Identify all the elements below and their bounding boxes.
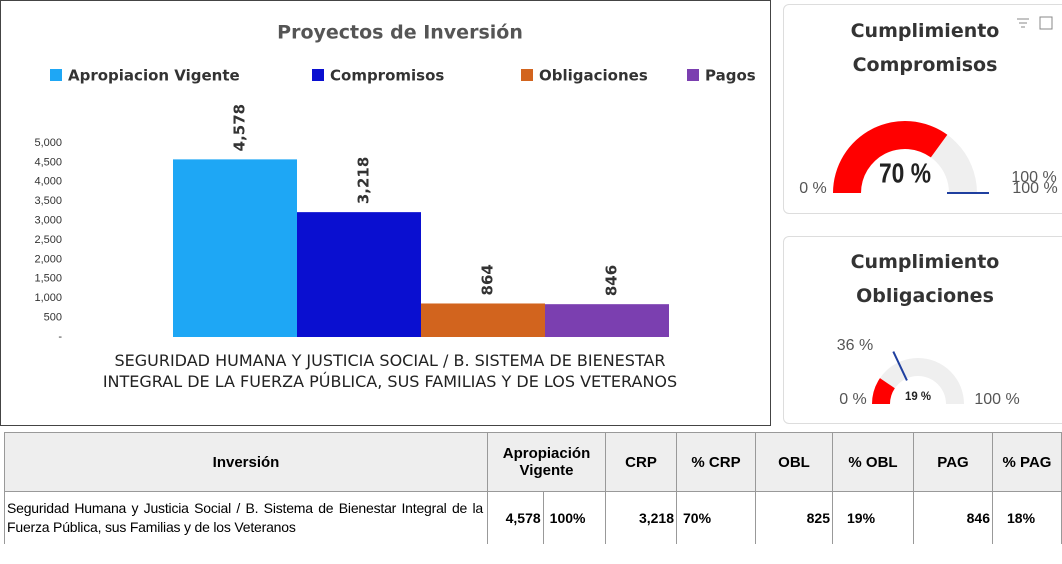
- legend-swatch: [687, 69, 699, 81]
- y-tick-label: 3,500: [34, 195, 62, 207]
- legend-label: Apropiacion Vigente: [68, 67, 240, 85]
- filter-icon: [1017, 18, 1029, 28]
- gauge-value: [872, 378, 895, 404]
- cell: Seguridad Humana y Justicia Social / B. …: [4, 491, 488, 544]
- y-tick-label: 4,500: [34, 156, 62, 168]
- y-tick-label: 1,500: [34, 273, 62, 285]
- y-tick-label: 4,000: [34, 176, 62, 188]
- y-tick-label: 500: [44, 312, 62, 324]
- cell: 70%: [676, 491, 756, 544]
- legend-label: Compromisos: [330, 67, 444, 85]
- category-label: SEGURIDAD HUMANA Y JUSTICIA SOCIAL / B. …: [102, 351, 678, 391]
- gauge-target-label: 36 %: [837, 337, 873, 354]
- focus-icon: [1039, 16, 1053, 30]
- header-cell: % PAG: [992, 432, 1062, 492]
- y-tick-label: 2,000: [34, 253, 62, 265]
- cell: 3,218: [605, 491, 677, 544]
- header-cell: PAG: [913, 432, 993, 492]
- bar-panel: [0, 0, 771, 426]
- toolbar-icons: [1017, 16, 1053, 30]
- gauge-tick-label: 0 %: [839, 391, 867, 408]
- y-tick-label: -: [58, 331, 62, 343]
- header-cell: Inversión: [4, 432, 488, 492]
- data-label: 846: [603, 265, 621, 296]
- legend-label: Pagos: [705, 67, 756, 85]
- gauge-title: Cumplimiento Compromisos: [850, 20, 1000, 76]
- gauge-tick-label: 0 %: [799, 180, 827, 197]
- header-row: Inversión Apropiación Vigente CRP % CRP …: [4, 432, 1062, 492]
- gauge-target-label: 100 %: [1011, 169, 1056, 186]
- gauge-target: [892, 351, 908, 381]
- header-cell: % OBL: [832, 432, 914, 492]
- legend-swatch: [312, 69, 324, 81]
- gauge-tick-label: 100 %: [1012, 180, 1057, 197]
- cell: 100%: [542, 491, 607, 544]
- header-cell: CRP: [605, 432, 677, 492]
- header-cell: OBL: [755, 432, 833, 492]
- legend-swatch: [50, 69, 62, 81]
- bar: [173, 159, 297, 337]
- y-tick-label: 5,000: [34, 137, 62, 149]
- y-tick-label: 2,500: [34, 234, 62, 246]
- gauge-tick-label: 100 %: [974, 391, 1019, 408]
- gauge-value: [833, 120, 948, 193]
- gauge-title: Cumplimiento Obligaciones: [850, 251, 1000, 307]
- cell: 825: [755, 491, 833, 544]
- gauge-value-label: 19 %: [905, 389, 931, 403]
- cell: 846: [913, 491, 993, 544]
- data-label: 3,218: [355, 157, 373, 204]
- bar: [545, 304, 669, 337]
- gauge-value-label: 70 %: [879, 157, 931, 188]
- data-row: Seguridad Humana y Justicia Social / B. …: [4, 491, 1062, 544]
- data-label: 864: [479, 264, 497, 295]
- data-table: Inversión Apropiación Vigente CRP % CRP …: [4, 432, 1062, 544]
- bar: [421, 303, 545, 337]
- gauge-panel: [783, 4, 1062, 214]
- gauge-panel: [783, 236, 1062, 424]
- cell: 4,578: [487, 491, 544, 544]
- data-label: 4,578: [231, 104, 249, 151]
- legend-label: Obligaciones: [539, 67, 648, 85]
- bar: [297, 212, 421, 337]
- y-tick-label: 1,000: [34, 292, 62, 304]
- cell: 19%: [832, 491, 914, 544]
- legend-swatch: [521, 69, 533, 81]
- chart-title: Proyectos de Inversión: [277, 22, 523, 44]
- header-cell: Apropiación Vigente: [487, 432, 606, 492]
- header-cell: % CRP: [676, 432, 756, 492]
- y-tick-label: 3,000: [34, 215, 62, 227]
- cell: 18%: [992, 491, 1062, 544]
- gauge-track: [872, 358, 964, 404]
